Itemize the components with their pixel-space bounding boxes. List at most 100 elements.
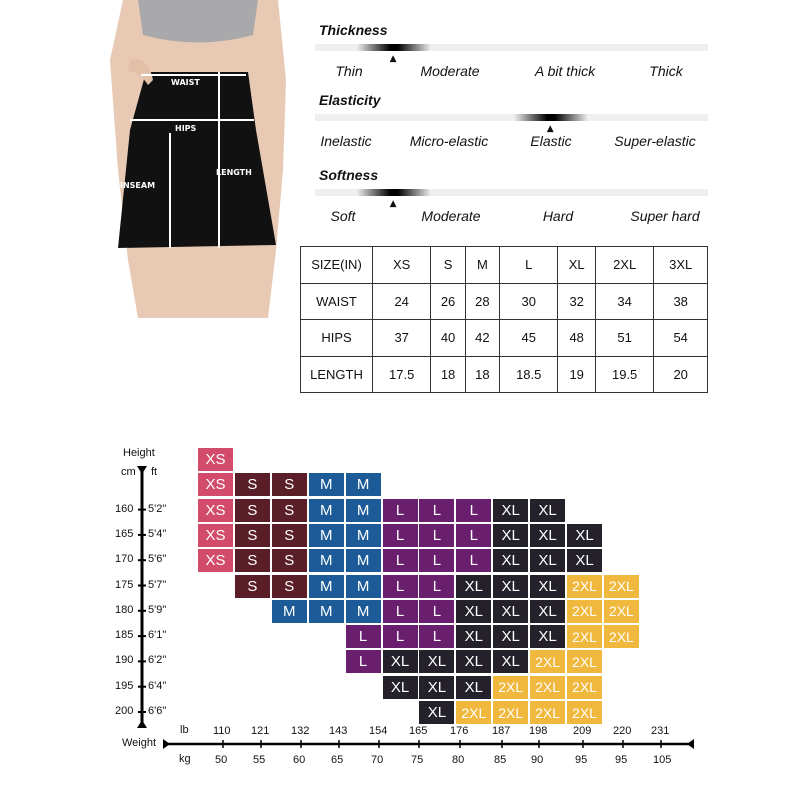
- table-cell: 17.5: [371, 355, 432, 393]
- feature-level-label: Micro-elastic: [409, 133, 489, 149]
- kg-unit-label: kg: [179, 753, 191, 765]
- height-axis-top-arrow: [137, 466, 147, 474]
- weight-kg-label: 60: [293, 754, 306, 766]
- size-cell-2xl: 2XL: [567, 599, 602, 623]
- size-cell-2xl: 2XL: [567, 650, 602, 674]
- weight-lb-label: 165: [409, 725, 428, 737]
- feature-level-label: Thick: [649, 63, 683, 79]
- height-cm-label: 195: [115, 679, 134, 692]
- size-cell-m: M: [345, 498, 381, 522]
- weight-kg-label: 80: [452, 754, 465, 766]
- table-row: WAIST 24 26 28 30 32 34 38: [300, 282, 708, 320]
- size-cell-m: M: [345, 523, 381, 547]
- weight-lb-label: 231: [651, 725, 670, 737]
- size-cell-l: L: [419, 498, 455, 522]
- size-cell-s: S: [234, 498, 270, 522]
- weight-lb-label: 143: [329, 725, 348, 737]
- height-cm-label: 180: [115, 603, 134, 616]
- size-cell-xl: XL: [493, 498, 529, 522]
- size-cell-xl: XL: [493, 599, 529, 623]
- size-cell-xl: XL: [419, 675, 455, 699]
- row-label: LENGTH: [300, 355, 373, 393]
- weight-kg-label: 55: [253, 754, 266, 766]
- table-cell: 18: [464, 355, 501, 393]
- size-cell-s: S: [271, 549, 307, 573]
- size-cell-m: M: [345, 574, 381, 598]
- size-cell-l: L: [419, 599, 455, 623]
- size-cell-l: L: [345, 650, 381, 674]
- feature-scale-highlight: [356, 44, 431, 51]
- size-cell-xl: XL: [493, 574, 529, 598]
- size-cell-m: M: [308, 498, 344, 522]
- table-cell: 32: [557, 282, 596, 320]
- size-cell-2xl: 2XL: [493, 675, 529, 699]
- weight-lb-label: 187: [492, 725, 511, 737]
- height-ft-label: 6'2": [148, 654, 167, 667]
- weight-kg-label: 85: [494, 754, 507, 766]
- size-cell-l: L: [419, 574, 455, 598]
- weight-lb-label: 209: [573, 725, 592, 737]
- feature-title: Elasticity: [319, 92, 381, 108]
- triangle-marker-icon: ▲: [389, 199, 397, 209]
- feature-level-label: Thin: [335, 63, 363, 79]
- size-cell-xs: XS: [198, 448, 233, 471]
- size-cell-s: S: [234, 523, 270, 547]
- table-cell: 45: [499, 319, 559, 357]
- weight-lb-label: 154: [369, 725, 388, 737]
- size-cell-xl: XL: [419, 650, 455, 674]
- ft-unit-label: ft: [151, 466, 158, 478]
- size-cell-s: S: [271, 473, 307, 497]
- header-cell: S: [430, 246, 466, 284]
- height-cm-label: 165: [115, 527, 134, 540]
- size-cell-xl: XL: [456, 599, 492, 623]
- size-cell-2xl: 2XL: [603, 599, 639, 623]
- lb-unit-label: lb: [180, 724, 189, 736]
- height-axis-bottom-arrow: [137, 720, 147, 728]
- height-cm-label: 175: [115, 578, 134, 591]
- feature-level-label: Inelastic: [320, 133, 372, 149]
- weight-kg-label: 65: [331, 754, 344, 766]
- weight-lb-label: 220: [613, 725, 632, 737]
- size-cell-2xl: 2XL: [456, 701, 492, 724]
- height-cm-label: 185: [115, 629, 134, 642]
- size-cell-xl: XL: [382, 675, 418, 699]
- size-cell-xl: XL: [567, 549, 602, 573]
- size-cell-xl: XL: [493, 523, 529, 547]
- table-cell: 20: [653, 355, 708, 393]
- size-cell-l: L: [382, 523, 418, 547]
- product-photo: WAIST HIPS INSEAM LENGTH: [108, 0, 292, 318]
- size-cell-m: M: [345, 473, 381, 497]
- size-cell-l: L: [382, 574, 418, 598]
- triangle-marker-icon: ▲: [546, 124, 554, 134]
- size-cell-xs: XS: [198, 523, 233, 547]
- size-cell-m: M: [345, 549, 381, 573]
- size-cell-xl: XL: [530, 498, 566, 522]
- size-cell-xl: XL: [530, 574, 566, 598]
- size-cell-m: M: [308, 574, 344, 598]
- table-cell: 26: [430, 282, 466, 320]
- cm-unit-label: cm: [121, 466, 136, 478]
- weight-lb-label: 198: [529, 725, 548, 737]
- height-cm-label: 160: [115, 502, 134, 515]
- header-cell: 3XL: [653, 246, 708, 284]
- size-cell-l: L: [456, 498, 492, 522]
- size-cell-xl: XL: [493, 549, 529, 573]
- weight-kg-label: 75: [411, 754, 424, 766]
- size-cell-2xl: 2XL: [530, 650, 566, 674]
- size-cell-xl: XL: [493, 625, 529, 649]
- size-cell-xl: XL: [419, 701, 455, 724]
- size-cell-l: L: [382, 549, 418, 573]
- feature-level-label: Elastic: [530, 133, 572, 149]
- size-cell-2xl: 2XL: [603, 574, 639, 598]
- row-label: HIPS: [300, 319, 373, 357]
- height-cm-label: 170: [115, 553, 134, 566]
- size-cell-xl: XL: [456, 574, 492, 598]
- weight-lb-label: 121: [251, 725, 270, 737]
- size-cell-xl: XL: [530, 625, 566, 649]
- feature-scale-highlight: [356, 189, 431, 196]
- triangle-marker-icon: ▲: [389, 54, 397, 64]
- size-cell-xs: XS: [198, 549, 233, 573]
- weight-kg-label: 50: [215, 754, 228, 766]
- size-cell-2xl: 2XL: [530, 701, 566, 724]
